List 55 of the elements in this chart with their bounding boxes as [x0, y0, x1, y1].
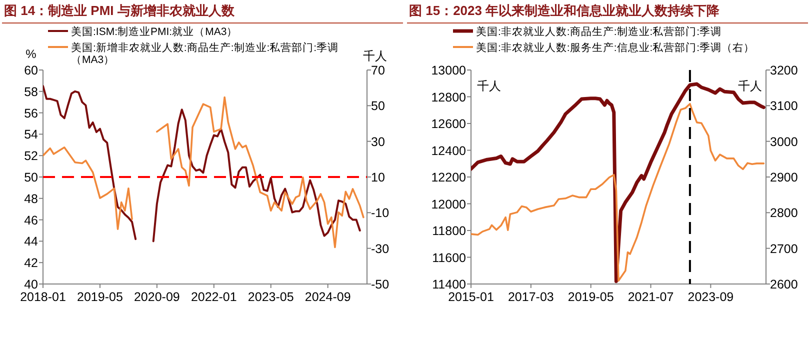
x-tick-label: 2019-05: [568, 290, 614, 304]
y2-tick-label: -50: [371, 278, 390, 292]
y-tick-label: 12600: [431, 117, 466, 131]
y-tick-label: 42: [24, 256, 38, 270]
y-tick-label: 54: [24, 128, 38, 142]
x-tick-label: 2017-03: [508, 290, 554, 304]
y-axis-title: 千人: [477, 79, 501, 93]
legend-label: 美国:非农就业人数:服务生产:信息业:私营部门:季调（右）: [476, 41, 755, 54]
legend-label: 美国:ISM:制造业PMI:就业（MA3）: [71, 25, 238, 38]
y2-tick-label: 3100: [770, 99, 798, 114]
x-tick-label: 2024-09: [304, 290, 351, 304]
y-tick-label: 46: [24, 213, 38, 228]
y-tick-label: 44: [24, 234, 38, 249]
y2-tick-label: 2800: [770, 206, 798, 220]
y-tick-label: 11800: [432, 224, 466, 238]
y2-tick-label: 50: [371, 99, 385, 114]
x-tick-label: 2019-05: [77, 290, 123, 304]
y2-tick-label: 10: [371, 170, 385, 184]
x-tick-label: 2020-09: [134, 290, 180, 304]
x-tick-label: 2018-01: [20, 290, 66, 304]
y-tick-label: 52: [24, 149, 38, 164]
chart-title: 图 14：制造业 PMI 与新增非农就业人数: [4, 3, 236, 18]
x-tick-label: 2023-09: [688, 290, 734, 304]
x-tick-label: 2023-05: [248, 290, 294, 304]
y-tick-label: 48: [24, 192, 38, 206]
y2-tick-label: 3200: [770, 64, 798, 78]
y-tick-label: 12000: [431, 197, 466, 212]
x-tick-label: 2015-01: [448, 290, 494, 304]
y2-tick-label: -30: [371, 242, 390, 256]
y2-axis-title: 千人: [738, 79, 762, 93]
y2-tick-label: 30: [371, 134, 385, 149]
x-tick-label: 2022-01: [190, 290, 237, 304]
legend-label: 美国:非农就业人数:商品生产:制造业:私营部门:季调: [476, 25, 722, 38]
y-tick-label: 12800: [431, 90, 466, 104]
y-axis-title: %: [26, 47, 37, 61]
y-tick-label: 12200: [431, 170, 466, 184]
y2-tick-label: 2900: [770, 170, 798, 184]
y-tick-label: 50: [24, 170, 38, 184]
y2-tick-label: 2600: [770, 278, 798, 292]
y2-tick-label: 70: [371, 64, 385, 78]
y-tick-label: 40: [24, 278, 38, 292]
legend-label: 美国:新增非农就业人数:商品生产:制造业:私营部门:季调（MA3）: [71, 41, 339, 66]
y2-tick-label: 2700: [770, 242, 798, 256]
y-tick-label: 13000: [431, 64, 466, 78]
y-tick-label: 11400: [432, 278, 466, 292]
y2-tick-label: 3000: [770, 134, 798, 149]
y-tick-label: 56: [24, 106, 38, 120]
y-tick-label: 11600: [432, 250, 466, 265]
y-tick-label: 12400: [431, 144, 466, 158]
y2-axis-title: 千人: [363, 49, 387, 63]
x-tick-label: 2021-07: [628, 290, 674, 304]
y-tick-label: 58: [24, 84, 38, 99]
y-tick-label: 60: [24, 64, 38, 78]
y2-tick-label: -10: [371, 206, 390, 220]
chart-title: 图 15：2023 年以来制造业和信息业就业人数持续下降: [409, 3, 721, 18]
